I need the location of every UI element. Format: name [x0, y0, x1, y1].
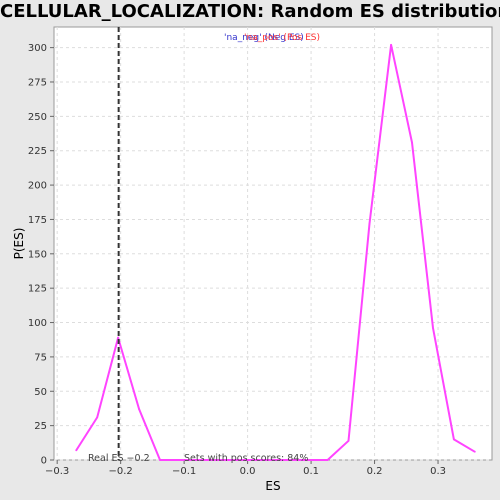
data-point: [263, 459, 266, 461]
x-axis-title: ES: [265, 479, 280, 493]
y-tick-label: 100: [28, 318, 47, 329]
data-point: [201, 459, 203, 461]
legend-neg-es: 'na_neg' (Neg ES): [224, 33, 304, 43]
data-point: [305, 459, 308, 461]
y-tick-label: 250: [28, 112, 47, 123]
y-tick-label: 225: [28, 146, 47, 157]
data-point: [347, 439, 350, 442]
data-point: [473, 450, 476, 453]
y-tick-label: 75: [34, 352, 47, 363]
x-tick-label: 0.1: [303, 466, 319, 477]
plot-background: [53, 26, 493, 461]
y-tick-label: 0: [41, 456, 47, 467]
data-point: [432, 327, 434, 329]
series-line: [75, 43, 476, 461]
legend-pos-es: 'na_pos' (Pos ES): [244, 33, 320, 43]
real-es-label: Real ES −0.2: [88, 453, 150, 464]
y-tick-label: 275: [28, 77, 47, 88]
data-point: [159, 459, 161, 461]
pos-scores-annotation: Sets with pos scores: 84%: [184, 453, 308, 464]
series-layer: [75, 43, 476, 461]
y-tick-label: 200: [28, 181, 47, 192]
data-point: [180, 459, 182, 461]
y-tick-label: 25: [34, 421, 47, 432]
grid: [54, 27, 492, 461]
axes: 0 25 50 75 100 125 150 175 200 225 250 275 300 −0.3 −0…: [28, 43, 446, 477]
x-tick-label: −0.3: [45, 466, 69, 477]
y-tick-label: 175: [28, 215, 47, 226]
x-tick-label: −0.1: [172, 466, 196, 477]
data-point: [221, 459, 224, 461]
chart-title: CELLULAR_LOCALIZATION: Random ES distrib…: [0, 1, 500, 22]
data-point: [117, 336, 120, 339]
data-point: [138, 408, 140, 411]
data-point: [75, 449, 78, 452]
x-tick-label: 0.3: [430, 466, 446, 477]
data-point: [284, 459, 287, 461]
x-tick-label: 0.2: [367, 466, 383, 477]
data-point: [453, 438, 455, 441]
y-axis-title: P(ES): [12, 228, 26, 260]
data-point: [326, 459, 329, 461]
data-point: [242, 459, 245, 461]
x-tick-label: −0.2: [109, 466, 133, 477]
x-tick-label: 0.0: [240, 466, 256, 477]
y-tick-label: 300: [28, 43, 47, 54]
y-tick-label: 125: [28, 284, 47, 295]
data-point: [411, 141, 413, 144]
data-point: [390, 43, 392, 46]
data-point: [96, 416, 99, 419]
y-tick-label: 150: [28, 249, 47, 260]
y-tick-label: 50: [34, 387, 47, 398]
data-point: [368, 222, 371, 225]
